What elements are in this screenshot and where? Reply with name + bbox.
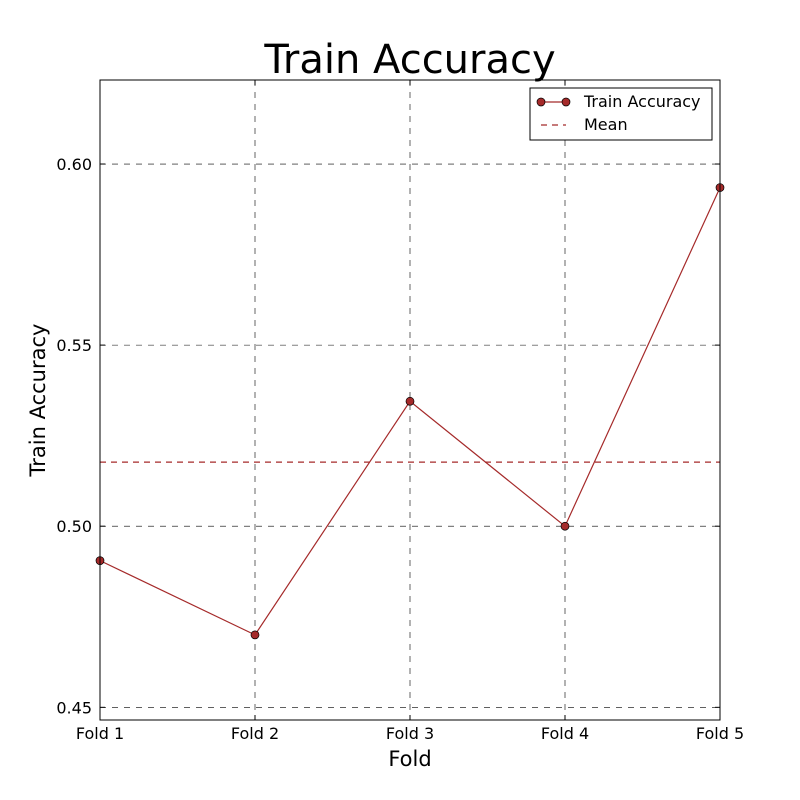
x-axis-label: Fold xyxy=(388,747,431,771)
y-tick-label: 0.50 xyxy=(56,517,92,536)
y-tick-label: 0.60 xyxy=(56,155,92,174)
y-tick-label: 0.55 xyxy=(56,336,92,355)
x-axis-ticks: Fold 1 Fold 2 Fold 3 Fold 4 Fold 5 xyxy=(76,80,744,743)
legend-box xyxy=(529,87,713,141)
data-point xyxy=(560,521,570,531)
legend-entry-mean: Mean xyxy=(584,115,628,134)
series-layer xyxy=(95,183,725,640)
chart-title: Train Accuracy xyxy=(263,37,555,83)
y-axis-ticks: 0.45 0.50 0.55 0.60 xyxy=(56,155,720,717)
y-tick-label: 0.45 xyxy=(56,698,92,717)
legend: Train Accuracy Mean xyxy=(529,87,713,141)
x-tick-label: Fold 3 xyxy=(386,724,434,743)
x-tick-label: Fold 2 xyxy=(231,724,279,743)
x-tick-label: Fold 4 xyxy=(541,724,589,743)
series-line xyxy=(99,187,721,636)
legend-swatch-marker xyxy=(536,97,546,107)
x-tick-label: Fold 1 xyxy=(76,724,124,743)
x-tick-label: Fold 5 xyxy=(696,724,744,743)
y-axis-label: Train Accuracy xyxy=(26,324,50,478)
data-point xyxy=(250,630,260,640)
grid-lines xyxy=(100,80,720,720)
legend-swatch-marker xyxy=(561,97,571,107)
data-point xyxy=(405,396,415,406)
legend-entry-train-accuracy: Train Accuracy xyxy=(583,92,701,111)
